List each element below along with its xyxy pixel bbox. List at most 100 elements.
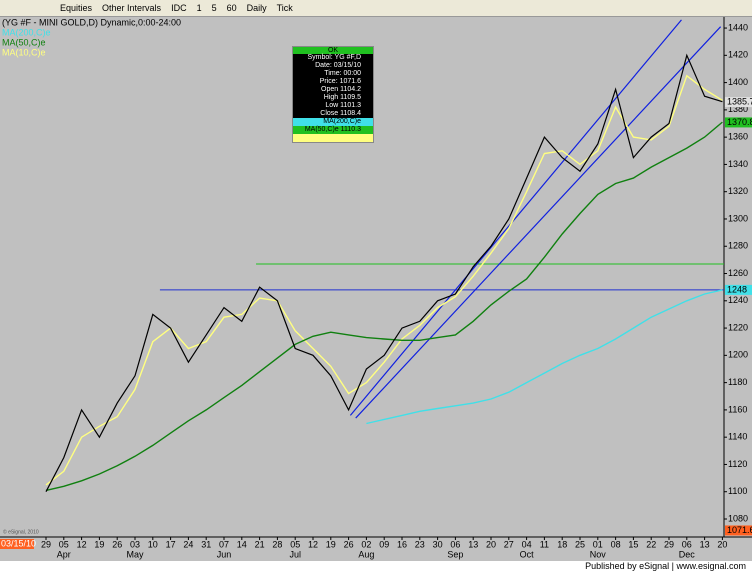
date-marker: 03/15/10 <box>1 538 36 548</box>
x-tick-label: 29 <box>41 539 51 549</box>
legend-entry: MA(50,C)e <box>2 37 46 47</box>
chart-title: (YG #F - MINI GOLD,D) Dynamic,0:00-24:00 <box>2 17 181 27</box>
data-window-row: MA(200,C)e <box>293 118 373 126</box>
y-tick-label: 1160 <box>728 404 747 414</box>
x-tick-label: 18 <box>557 539 567 549</box>
x-tick-label: 22 <box>646 539 656 549</box>
y-tick-label: 1240 <box>728 295 748 305</box>
y-tick-label: 1080 <box>728 513 748 523</box>
y-tick-label: 1400 <box>728 77 748 87</box>
legend-entry: MA(200,C)e <box>2 27 51 37</box>
toolbar-button[interactable]: Equities <box>60 3 93 13</box>
price-marker-label: 1248 <box>727 284 747 294</box>
x-tick-label: 02 <box>361 539 371 549</box>
copyright: © eSignal, 2010 <box>3 528 39 535</box>
month-label: May <box>126 549 144 559</box>
data-window-row: High 1109.5 <box>323 94 361 101</box>
trend-line <box>355 26 722 419</box>
x-tick-label: 17 <box>166 539 176 549</box>
toolbar-button[interactable]: 1 <box>196 3 202 13</box>
month-label: Nov <box>590 549 607 559</box>
y-tick-label: 1420 <box>728 50 748 60</box>
x-tick-label: 27 <box>504 539 514 549</box>
y-tick-label: 1180 <box>728 377 747 387</box>
data-window-header[interactable]: OK <box>293 47 373 54</box>
x-tick-label: 14 <box>237 539 247 549</box>
month-label: Aug <box>358 549 374 559</box>
y-tick-label: 1140 <box>728 432 747 442</box>
toolbar-button[interactable]: IDC <box>171 3 187 13</box>
data-window: OK Symbol: YG #F,D Date: 03/15/10 Time: 00:… <box>292 46 374 143</box>
y-tick-label: 1340 <box>728 159 748 169</box>
y-tick-label: 1320 <box>728 186 748 196</box>
y-tick-label: 1360 <box>728 132 748 142</box>
month-label: Apr <box>57 549 71 559</box>
month-label: Oct <box>520 549 535 559</box>
data-window-row: Open 1104.2 <box>321 86 361 93</box>
x-tick-label: 28 <box>272 539 282 549</box>
y-tick-label: 1440 <box>728 22 748 32</box>
x-tick-label: 12 <box>308 539 318 549</box>
x-tick-label: 06 <box>682 539 692 549</box>
price-line <box>45 53 723 492</box>
y-tick-label: 1300 <box>728 213 748 223</box>
month-label: Dec <box>679 549 696 559</box>
x-tick-label: 26 <box>344 539 354 549</box>
toolbar-button[interactable]: Daily <box>246 3 267 13</box>
date-marker-box <box>0 539 34 549</box>
trend-line <box>349 19 682 416</box>
price-marker <box>725 284 752 295</box>
y-tick-label: 1120 <box>728 459 747 469</box>
y-tick-label: 1220 <box>728 322 748 332</box>
x-tick-label: 11 <box>540 539 549 549</box>
x-tick-label: 19 <box>326 539 336 549</box>
price-marker-label: 1370.8 <box>727 117 752 127</box>
ma-line <box>366 289 723 425</box>
x-tick-label: 25 <box>575 539 585 549</box>
x-tick-label: 15 <box>628 539 638 549</box>
toolbar-button[interactable]: Other Intervals <box>102 3 162 13</box>
x-tick-label: 05 <box>59 539 69 549</box>
x-tick-label: 07 <box>219 539 229 549</box>
x-tick-label: 03 <box>130 539 140 549</box>
x-tick-label: 19 <box>94 539 104 549</box>
price-marker-label: 1385.7 <box>727 96 752 106</box>
x-tick-label: 01 <box>593 539 603 549</box>
x-tick-label: 21 <box>255 539 265 549</box>
x-tick-label: 13 <box>468 539 478 549</box>
x-tick-label: 16 <box>397 539 407 549</box>
data-window-row: Low 1101.3 <box>325 102 361 109</box>
y-tick-label: 1200 <box>728 350 748 360</box>
toolbar-button[interactable]: 5 <box>211 3 217 13</box>
toolbar-button[interactable]: 60 <box>226 3 237 13</box>
data-window-row: Symbol: YG #F,D <box>307 54 361 61</box>
toolbar: Equities Other Intervals IDC 1 5 60 Daily Tick <box>0 0 752 17</box>
y-tick-label: 1260 <box>728 268 748 278</box>
ma-line <box>45 74 723 486</box>
legend-entry: MA(10,C)e <box>2 47 46 57</box>
data-window-row: Date: 03/15/10 <box>315 62 361 69</box>
background <box>0 17 752 561</box>
x-tick-label: 08 <box>611 539 621 549</box>
x-tick-label: 12 <box>77 539 87 549</box>
price-marker <box>725 525 752 536</box>
data-window-row: Close 1108.4 <box>320 110 361 117</box>
x-tick-label: 30 <box>433 539 443 549</box>
x-tick-label: 20 <box>486 539 496 549</box>
x-tick-label: 05 <box>290 539 300 549</box>
data-window-row: Time: 00:00 <box>324 70 361 77</box>
price-marker <box>725 117 752 128</box>
x-tick-label: 26 <box>112 539 122 549</box>
y-tick-label: 1380 <box>728 104 748 114</box>
x-tick-label: 09 <box>379 539 389 549</box>
data-window-row <box>293 134 373 142</box>
toolbar-button[interactable]: Tick <box>276 3 293 13</box>
x-tick-label: 31 <box>201 539 211 549</box>
x-tick-label: 06 <box>450 539 460 549</box>
x-tick-label: 04 <box>522 539 532 549</box>
x-tick-label: 13 <box>700 539 710 549</box>
x-tick-label: 23 <box>415 539 425 549</box>
y-tick-label: 1280 <box>728 241 748 251</box>
